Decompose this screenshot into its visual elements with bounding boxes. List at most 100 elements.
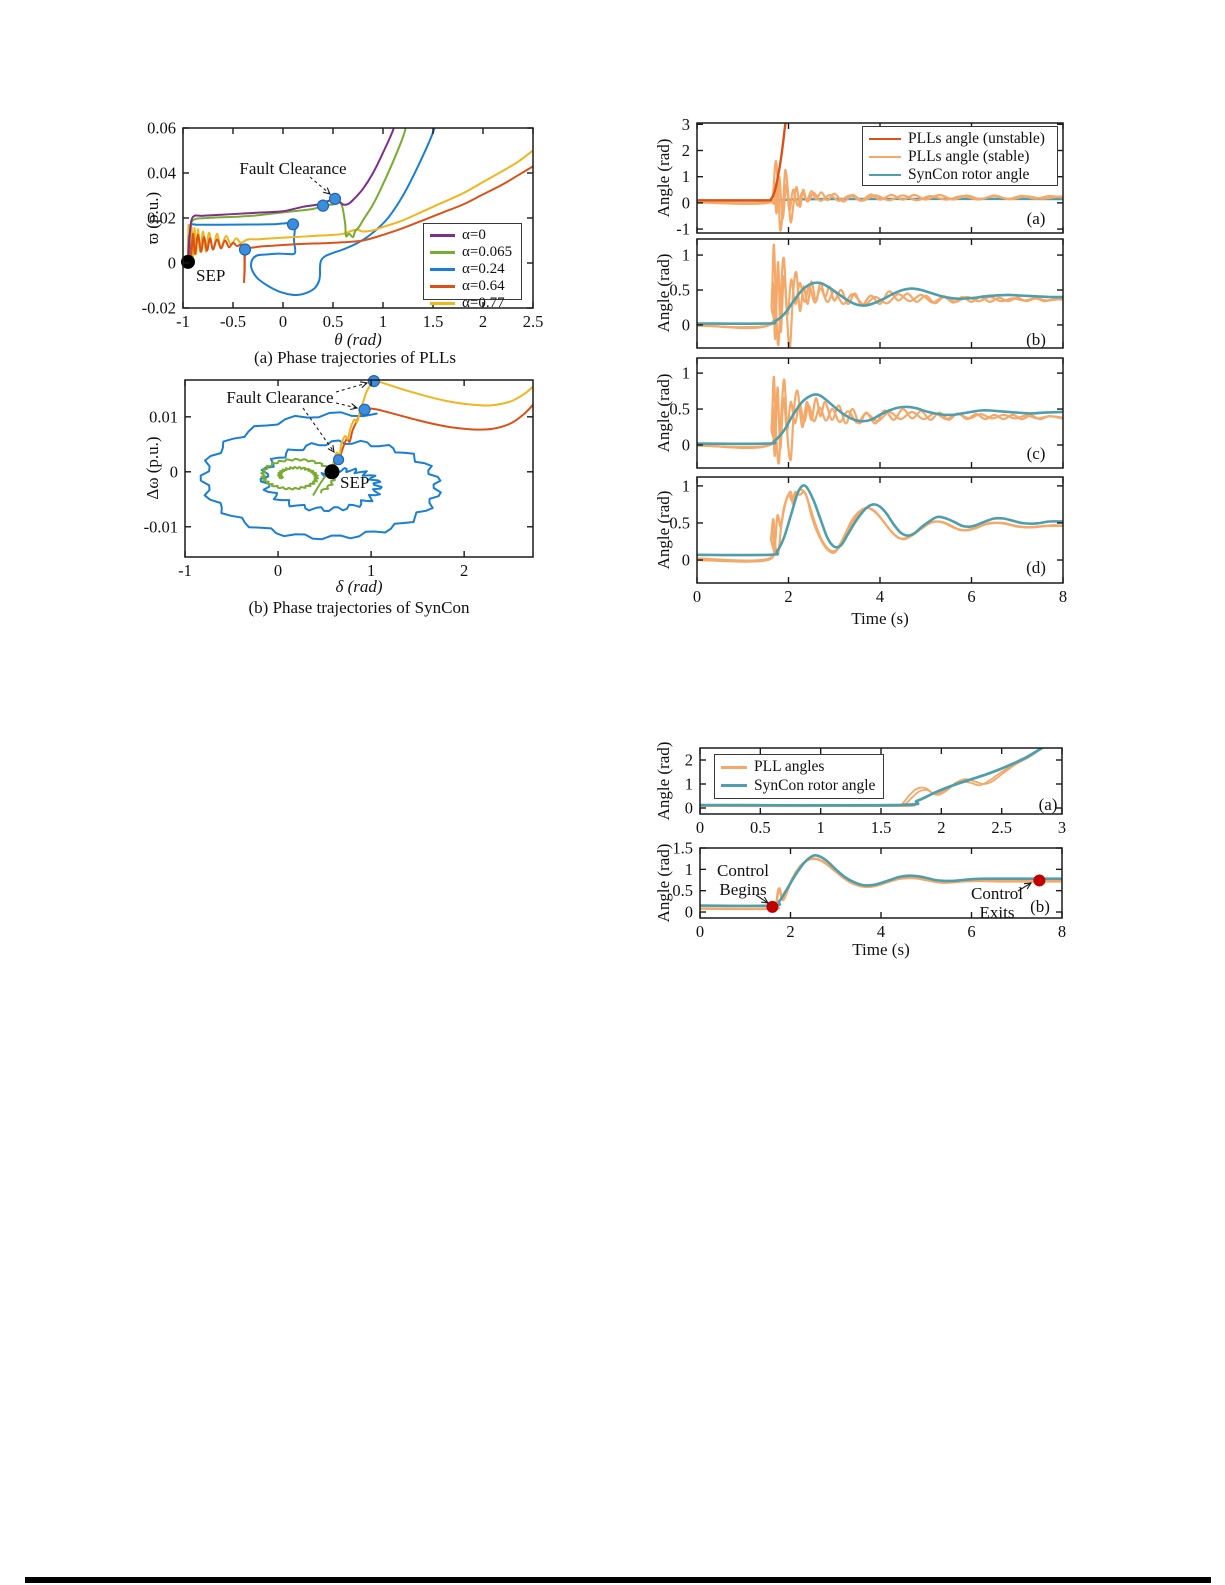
x-tick-label: 0 — [279, 312, 287, 331]
fig2-x-axis-label: Time (s) — [851, 609, 909, 628]
legend-label: α=0.77 — [462, 295, 505, 311]
annotation-arrow — [1017, 882, 1032, 892]
x-tick-label: 2 — [784, 587, 792, 606]
y-tick-label: 2 — [685, 751, 693, 770]
angle-time-four-panel-chart: -1 0 1 2 3 0 0.5 1 0 0.5 1 0 2 4 6 8 0 0.5 1 — [669, 115, 1067, 606]
fig2-panel-3-plot-area — [697, 483, 1063, 563]
x-tick-label: 1 — [817, 818, 825, 837]
legend-entry-alpha-0: α=0 — [430, 227, 515, 244]
x-tick-label: 0 — [696, 922, 704, 941]
fig2-panel-c-y-axis-label: Angle (rad) — [654, 373, 673, 453]
series-alpha-0065 — [187, 128, 407, 263]
phase-trajectories-plls-chart: -1 -0.5 0 0.5 1 1.5 2 2.5 -0.02 0 0.02 0.04 0.06 — [142, 119, 544, 332]
x-tick-label: 0.5 — [750, 818, 771, 837]
annotation-arrow — [309, 176, 331, 195]
series-pll-stable-2 — [697, 490, 1063, 562]
series-pll-stable-1 — [697, 375, 1063, 465]
y-tick-label: -0.02 — [142, 299, 176, 318]
annotation-arrowhead — [323, 187, 331, 195]
fig2-panel-d-tag: (d) — [1026, 558, 1046, 577]
fault-clearance-marker — [367, 374, 380, 388]
x-tick-label: 0 — [274, 561, 282, 580]
legend-line-swatch — [869, 155, 901, 159]
annotation-arrow — [302, 407, 335, 453]
legend-entry-alpha-077: α=0.77 — [430, 295, 515, 312]
legend-line-swatch — [721, 765, 747, 769]
fig3-panel-1-plot-area — [700, 853, 1062, 911]
control-begins-marker — [766, 900, 779, 913]
legend-label: PLLs angle (unstable) — [908, 130, 1045, 147]
fault-clearance-marker — [332, 454, 345, 466]
legend-label: SynCon rotor angle — [908, 166, 1030, 183]
annotation-arrowhead — [1023, 882, 1033, 890]
fig1b-caption: (b) Phase trajectories of SynCon — [248, 598, 470, 617]
fig2-panel-a-tag: (a) — [1026, 209, 1046, 228]
fig3-x-axis-label: Time (s) — [852, 940, 910, 959]
fault-clearance-marker — [328, 192, 342, 205]
legend-label: α=0.065 — [462, 244, 513, 260]
fig3-legend: PLL angles SynCon rotor angle — [714, 754, 884, 799]
fig1b-y-axis-label: Δω (p.u.) — [143, 436, 162, 500]
y-tick-label: 0.04 — [147, 164, 176, 183]
x-tick-label: -1 — [176, 312, 190, 331]
legend-entry-syncon-rotor-angle: SynCon rotor angle — [721, 777, 877, 795]
series-pll-unstable — [697, 123, 787, 202]
fig2-legend: PLLs angle (unstable) PLLs angle (stable)… — [862, 126, 1058, 186]
x-tick-label: 2 — [786, 922, 794, 941]
x-tick-label: 1.5 — [423, 312, 444, 331]
y-tick-label: 0.5 — [669, 513, 690, 532]
legend-line-swatch — [430, 302, 455, 305]
y-tick-label: 0.5 — [669, 281, 690, 300]
y-tick-label: 1 — [685, 860, 693, 879]
fig3-panel-0-plot-area — [700, 748, 1045, 808]
fig1a-x-axis-label: θ (rad) — [334, 330, 382, 349]
y-tick-label: 2 — [682, 141, 690, 160]
legend-entry-alpha-064: α=0.64 — [430, 278, 515, 295]
x-tick-label: 4 — [877, 922, 885, 941]
fig3-panel-b-y-axis-label: Angle (rad) — [654, 843, 673, 923]
y-tick-label: 1 — [682, 246, 690, 265]
annotation-arrow — [335, 382, 368, 393]
fault-clearance-marker — [316, 199, 330, 212]
x-tick-label: 2 — [479, 312, 487, 331]
fig1a-legend: α=0 α=0.065 α=0.24 α=0.64 α=0.77 — [423, 223, 522, 311]
fig2-panel-3-frame — [696, 476, 1064, 584]
y-tick-label: -0.01 — [144, 517, 178, 536]
fig2-panel-c-tag: (c) — [1026, 444, 1046, 463]
y-tick-label: 1 — [682, 476, 690, 495]
y-tick-label: 0 — [682, 435, 690, 454]
legend-label: PLLs angle (stable) — [908, 148, 1030, 165]
fig1b-fault-clearance-annotation: Fault Clearance — [226, 388, 334, 407]
fig2-panel-a-y-axis-label: Angle (rad) — [654, 138, 673, 218]
series-pll-stable-1 — [697, 159, 1063, 232]
series-syncon-rotor — [697, 393, 1063, 446]
series-syncon-rotor — [697, 483, 1063, 557]
series-syncon-alpha-077 — [331, 380, 533, 470]
fig2-panel-d-y-axis-label: Angle (rad) — [654, 490, 673, 570]
annotation-arrowhead — [350, 403, 359, 411]
x-tick-label: 8 — [1059, 587, 1067, 606]
y-tick-label: 1 — [682, 167, 690, 186]
y-tick-label: 0 — [685, 799, 693, 818]
y-tick-label: 3 — [682, 115, 690, 134]
phase-trajectories-syncon-chart: -1 0 1 2 -0.01 0 0.01 — [144, 374, 534, 580]
y-tick-label: 0.02 — [147, 209, 176, 228]
legend-entry-plls-angle-unstable: PLLs angle (unstable) — [869, 130, 1051, 148]
y-tick-label: 0 — [682, 551, 690, 570]
y-tick-label: 0 — [682, 193, 690, 212]
x-tick-label: 8 — [1058, 922, 1066, 941]
x-tick-label: 6 — [967, 922, 975, 941]
y-tick-label: 0 — [682, 315, 690, 334]
legend-label: SynCon rotor angle — [754, 776, 876, 794]
legend-label: α=0.24 — [462, 261, 505, 277]
legend-entry-alpha-024: α=0.24 — [430, 261, 515, 278]
series-syncon-rotor — [700, 748, 1045, 807]
x-tick-label: 0.5 — [323, 312, 344, 331]
series-pll-stable-1 — [697, 488, 1063, 563]
y-tick-label: 0.01 — [149, 407, 178, 426]
fault-clearance-marker — [286, 218, 300, 231]
fig3-control-exits-annotation: Control Exits — [971, 884, 1023, 923]
y-tick-label: -1 — [676, 220, 690, 239]
x-tick-label: 3 — [1058, 818, 1066, 837]
